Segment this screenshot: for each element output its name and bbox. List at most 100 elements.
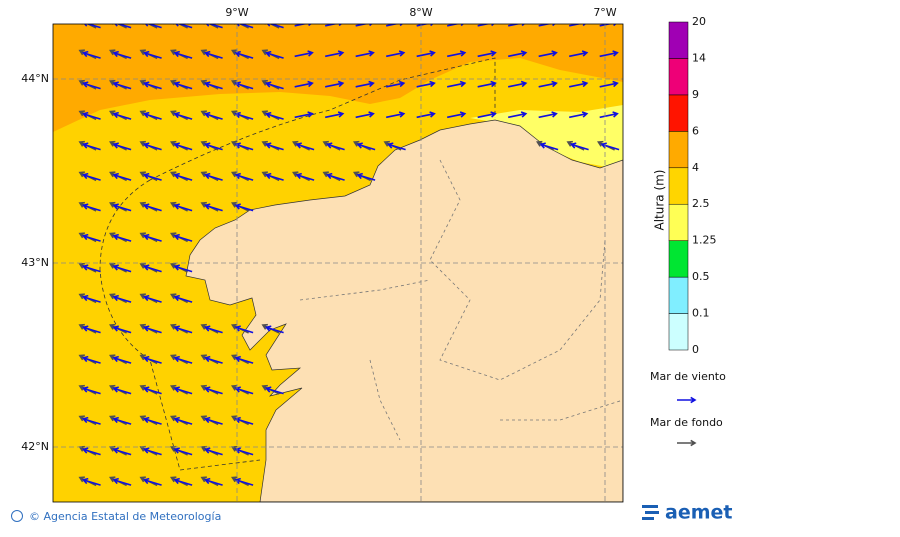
credit-icon	[11, 510, 23, 522]
wind-sea-arrow	[416, 24, 434, 27]
wind-sea-arrow	[81, 447, 101, 456]
wind-sea-arrow	[234, 325, 254, 334]
wind-sea-arrow	[112, 477, 132, 486]
wind-sea-arrow	[142, 447, 162, 456]
legend-arrows	[677, 396, 697, 447]
colorbar-segment	[668, 58, 689, 96]
colorbar-tick-label: 2.5	[692, 197, 710, 210]
wind-sea-arrow	[203, 386, 223, 395]
wind-sea-arrow	[295, 142, 315, 151]
wind-sea-arrow	[81, 142, 101, 151]
sea-low	[470, 105, 623, 170]
wind-sea-arrow	[234, 203, 254, 212]
wind-sea-arrow	[81, 111, 101, 120]
wind-sea-arrow	[173, 142, 193, 151]
sea-high	[53, 24, 623, 132]
wind-sea-arrow	[173, 264, 193, 273]
wind-sea-arrow	[386, 111, 406, 119]
wind-sea-arrow	[81, 81, 101, 90]
wind-sea-arrow	[142, 416, 162, 425]
wind-sea-arrow	[112, 294, 132, 303]
wind-sea-arrow	[264, 172, 284, 181]
wind-sea-arrow	[142, 477, 162, 486]
wind-sea-arrow	[173, 111, 193, 120]
arrows	[78, 24, 620, 487]
wind-sea-arrow	[81, 325, 101, 334]
wind-sea-arrow	[356, 172, 376, 181]
wind-sea-arrow	[264, 325, 284, 334]
wind-sea-arrow	[173, 203, 193, 212]
wind-sea-arrow	[173, 172, 193, 181]
wind-sea-arrow	[234, 386, 254, 395]
wind-sea-arrow	[264, 386, 284, 395]
wind-sea-arrow	[112, 81, 132, 90]
wind-sea-arrow	[142, 111, 162, 120]
wind-sea-arrow	[81, 50, 101, 59]
wind-sea-arrow	[508, 50, 528, 58]
wind-sea-arrow	[234, 172, 254, 181]
wind-sea-arrow	[264, 142, 284, 151]
wind-sea-arrow	[112, 50, 132, 59]
wind-sea-arrow	[234, 142, 254, 151]
wind-sea-arrow	[325, 172, 345, 181]
wind-sea-arrow	[112, 172, 132, 181]
colorbar-tick-label: 1.25	[692, 234, 717, 247]
wind-sea-arrow	[112, 447, 132, 456]
wind-sea-arrow	[81, 264, 101, 273]
wind-sea-arrow	[142, 142, 162, 151]
wind-sea-arrow	[173, 325, 193, 334]
wind-sea-arrow	[203, 447, 223, 456]
wind-sea-arrow	[203, 50, 223, 59]
province-boundary	[299, 159, 623, 441]
colorbar-label: Altura (m)	[653, 169, 667, 230]
wind-sea-arrow	[203, 81, 223, 90]
wind-sea-arrow	[142, 81, 162, 90]
wind-sea-arrow	[234, 50, 254, 59]
wind-sea-arrow	[355, 111, 375, 119]
wind-sea-arrow	[203, 416, 223, 425]
wind-sea-arrow	[81, 294, 101, 303]
wind-sea-arrow	[538, 111, 558, 119]
legend-label: Mar de fondo	[650, 416, 723, 429]
wind-sea-arrow	[203, 172, 223, 181]
wind-sea-arrow	[112, 386, 132, 395]
wind-sea-arrow	[203, 477, 223, 486]
colorbar-segment	[668, 313, 689, 351]
swell-arrow	[264, 24, 280, 29]
map	[53, 24, 623, 502]
wind-sea-arrow	[173, 81, 193, 90]
wind-sea-arrow	[569, 111, 589, 119]
wind-sea-arrow	[264, 81, 284, 90]
wind-sea-arrow	[234, 81, 254, 90]
wind-sea-arrow	[173, 477, 193, 486]
map-frame	[52, 23, 624, 503]
wind-sea-arrow	[203, 355, 223, 364]
wind-sea-arrow	[539, 142, 559, 151]
colorbar-tick-label: 6	[692, 124, 699, 137]
legend-label: Mar de viento	[650, 370, 726, 383]
wind-sea-arrow	[173, 294, 193, 303]
lat-label: 44°N	[21, 72, 49, 85]
wind-sea-arrow	[325, 80, 345, 88]
wind-sea-arrow	[142, 264, 162, 273]
wind-sea-arrow	[325, 111, 345, 119]
wind-sea-arrow	[294, 24, 312, 27]
wind-sea-arrow	[477, 24, 495, 27]
lat-label: 42°N	[21, 440, 49, 453]
wind-sea-arrow	[81, 416, 101, 425]
wind-sea-arrow	[112, 325, 132, 334]
zone-boundary	[99, 57, 496, 471]
wind-sea-arrow	[81, 355, 101, 364]
colorbar: 0 0.1 0.5 1.25 2.5 4 6 9 14 20	[668, 15, 717, 356]
colorbar-tick-label: 14	[692, 51, 706, 64]
wind-sea-arrow	[234, 355, 254, 364]
wind-sea-arrow	[203, 325, 223, 334]
wind-sea-arrow	[142, 294, 162, 303]
wind-sea-arrow	[142, 325, 162, 334]
wind-sea-arrow	[264, 111, 284, 120]
wind-sea-arrow	[112, 233, 132, 242]
wind-sea-arrow	[142, 386, 162, 395]
wind-sea-arrow	[538, 80, 558, 88]
